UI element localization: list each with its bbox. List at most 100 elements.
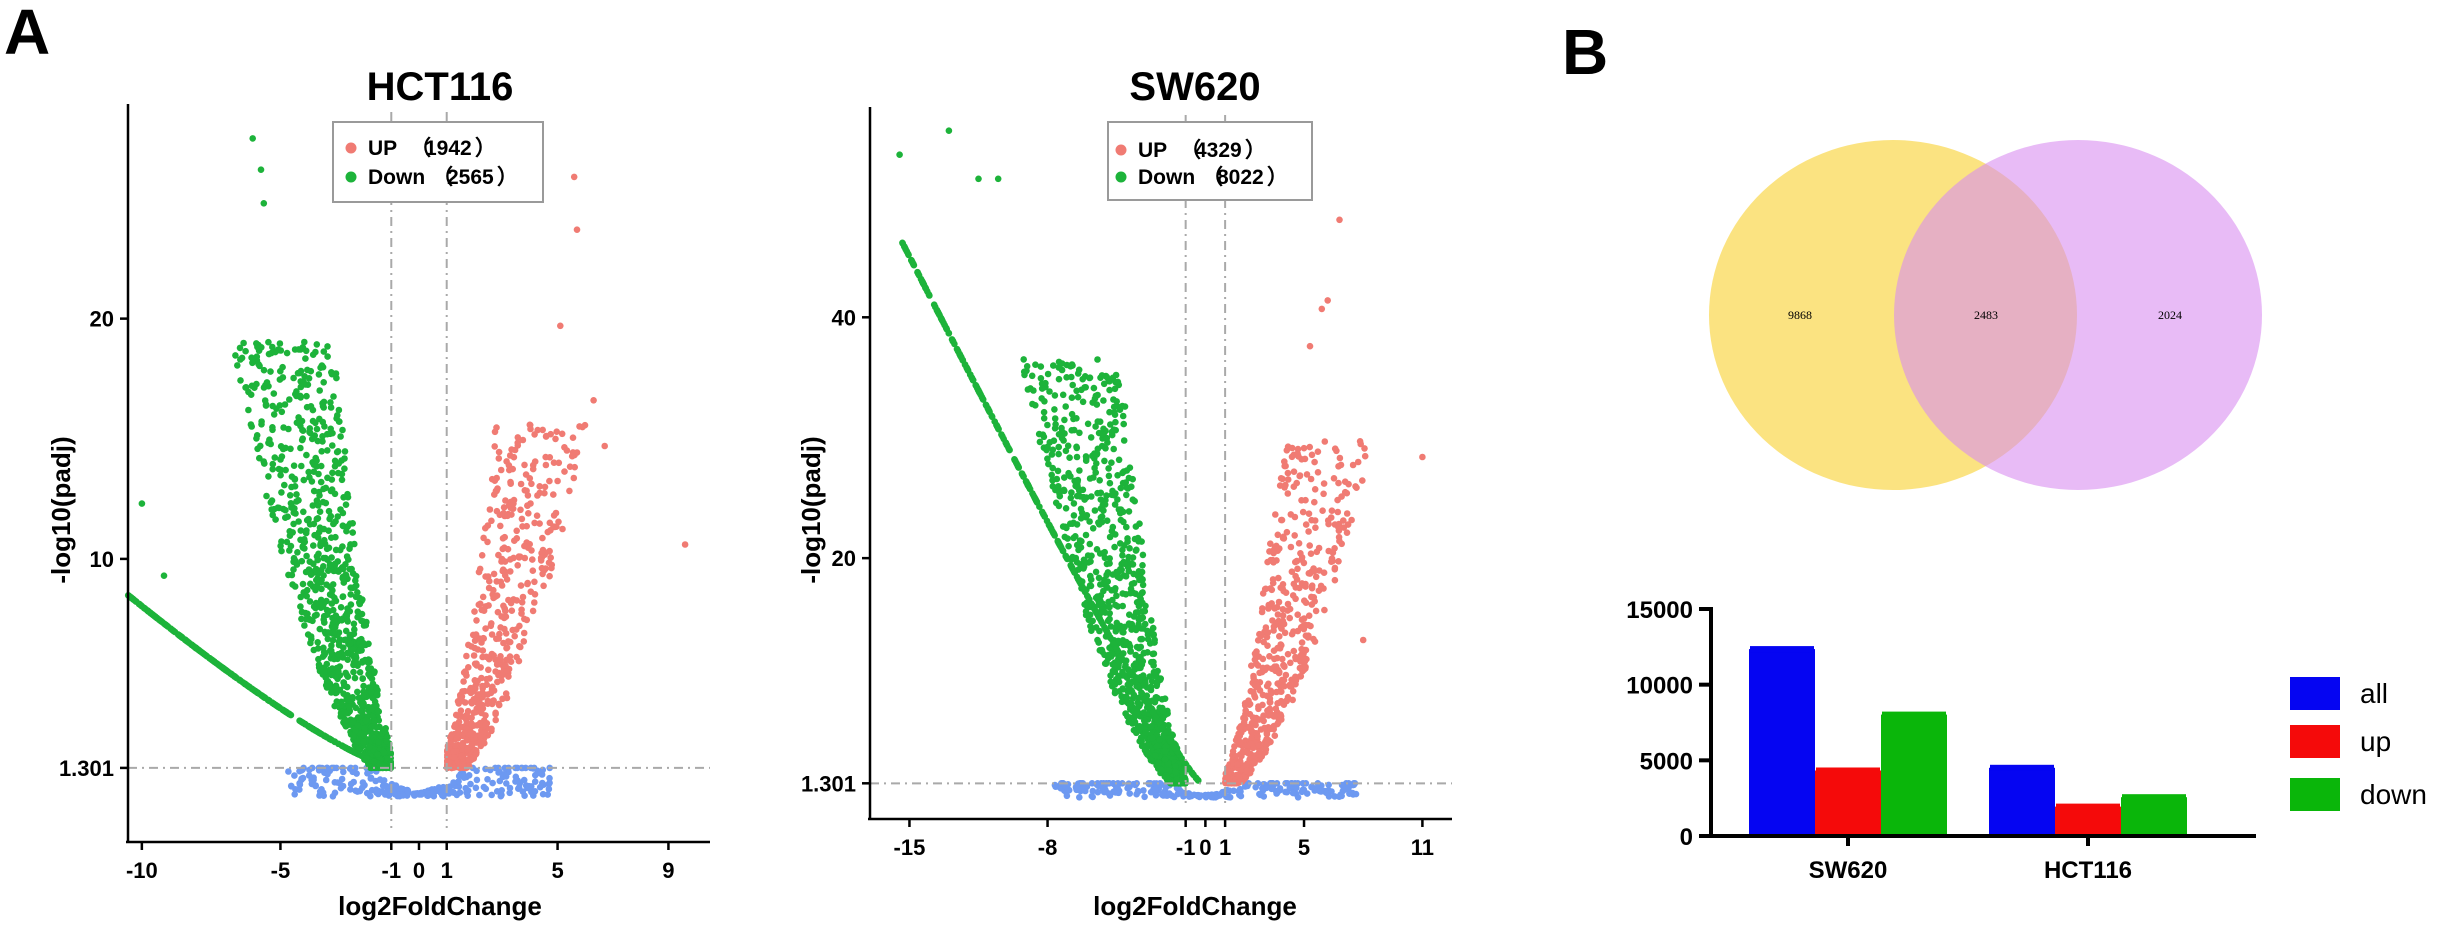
down-point xyxy=(1088,552,1095,560)
up-point xyxy=(507,658,515,665)
up-point xyxy=(473,617,480,624)
down-point xyxy=(1125,553,1132,561)
up-point xyxy=(558,430,566,438)
down-point xyxy=(1068,427,1075,434)
down-point xyxy=(1030,387,1037,394)
down-point xyxy=(1118,626,1126,633)
up-point xyxy=(1236,732,1244,740)
down-point xyxy=(1144,750,1152,758)
down-point xyxy=(270,390,278,397)
up-point xyxy=(1231,743,1238,750)
ns-point xyxy=(1289,789,1297,797)
down-point xyxy=(1122,573,1130,580)
down-point xyxy=(347,591,355,598)
up-point xyxy=(516,643,523,650)
down-point xyxy=(1038,508,1046,516)
x-tick-label: -10 xyxy=(126,858,158,883)
down-point xyxy=(343,615,351,622)
down-point xyxy=(331,738,338,745)
down-point xyxy=(1122,661,1129,669)
down-point xyxy=(1074,476,1082,484)
down-point xyxy=(374,751,382,758)
up-point xyxy=(513,597,521,604)
down-point xyxy=(303,552,310,560)
down-point xyxy=(344,649,351,657)
down-point xyxy=(1134,699,1142,706)
down-point xyxy=(1138,690,1146,697)
ns-point xyxy=(473,767,480,775)
up-point xyxy=(1258,608,1266,616)
down-point xyxy=(1152,713,1160,721)
down-point xyxy=(279,363,286,371)
ns-point xyxy=(425,790,432,797)
up-point xyxy=(529,567,537,574)
down-point xyxy=(320,572,327,579)
down-point xyxy=(329,469,336,477)
legend-swatch-up xyxy=(2290,725,2340,758)
up-point xyxy=(1259,655,1267,663)
down-point xyxy=(182,636,189,644)
up-point xyxy=(525,510,532,517)
down-point xyxy=(1056,541,1063,548)
down-point xyxy=(1150,662,1157,669)
up-point xyxy=(542,461,550,469)
down-point xyxy=(320,525,328,533)
ns-point xyxy=(308,776,315,784)
up-point xyxy=(1331,566,1339,573)
down-point xyxy=(320,404,328,411)
ns-point xyxy=(430,792,438,800)
up-point xyxy=(517,506,524,514)
ns-point xyxy=(379,788,386,796)
down-point xyxy=(1055,483,1062,490)
up-point xyxy=(1354,458,1362,466)
down-point xyxy=(365,665,372,672)
up-point xyxy=(1275,574,1282,582)
down-point xyxy=(305,375,313,382)
ns-point xyxy=(473,776,481,784)
x-tick-label: 11 xyxy=(1411,835,1434,860)
down-point xyxy=(253,353,261,361)
down-point xyxy=(330,655,338,663)
down-point xyxy=(1044,455,1051,463)
down-point xyxy=(918,277,926,285)
down-point xyxy=(276,340,284,347)
up-point xyxy=(536,520,543,527)
down-point xyxy=(1051,392,1059,399)
down-point xyxy=(275,504,283,512)
venn-count-intersection: 2483 xyxy=(1974,308,1998,322)
down-point xyxy=(313,341,321,348)
down-point xyxy=(318,448,326,455)
up-point xyxy=(545,559,553,566)
down-point xyxy=(1140,709,1148,716)
down-point xyxy=(291,476,299,483)
up-point xyxy=(531,591,539,598)
down-point xyxy=(1023,363,1031,370)
down-point xyxy=(1036,503,1043,511)
down-point xyxy=(258,418,265,425)
up-point xyxy=(479,593,487,601)
up-point xyxy=(1348,516,1355,524)
up-point xyxy=(1315,544,1323,552)
up-point xyxy=(1271,732,1279,739)
down-point xyxy=(373,684,380,691)
down-point xyxy=(1122,479,1129,486)
up-point xyxy=(1353,484,1360,492)
x-tick-label: -1 xyxy=(1176,835,1196,860)
down-point xyxy=(1161,756,1169,763)
down-point xyxy=(371,723,379,730)
down-point xyxy=(297,367,305,375)
down-point xyxy=(1035,430,1043,438)
up-point xyxy=(479,647,487,654)
down-point xyxy=(293,491,300,498)
ns-point xyxy=(1282,788,1289,796)
ns-point xyxy=(1088,780,1096,787)
down-point xyxy=(282,466,289,474)
up-point xyxy=(460,678,467,685)
up-point xyxy=(555,459,563,467)
down-point xyxy=(1087,582,1095,590)
down-point xyxy=(1129,496,1137,504)
down-point xyxy=(984,404,991,412)
down-point xyxy=(1130,624,1138,632)
up-point xyxy=(508,446,515,453)
